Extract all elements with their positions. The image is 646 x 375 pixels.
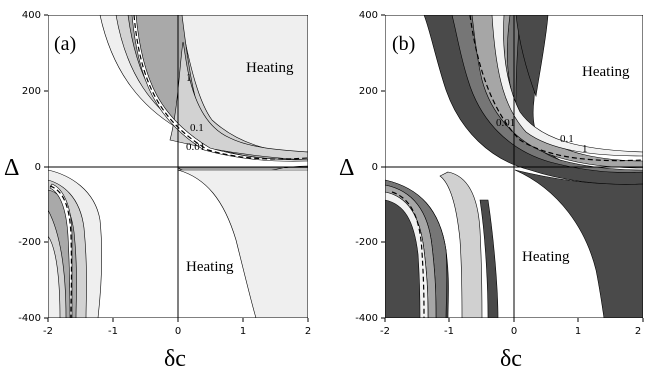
panel-a-x-ticks: -2 -1 0 1 2 [43,318,311,337]
panel-b-contour-label-1: 0.1 [560,133,574,145]
panel-b-ylabel: Δ [339,155,354,181]
panel-b-contour-label-0: 0.01 [496,117,515,129]
panel-b-region-label-bottom: Heating [522,249,570,265]
panel-b-upper-core [491,15,643,157]
panel-b-xtick-0: -2 [380,326,390,337]
panel-a-ytick-4: 400 [22,10,41,21]
panel-a-contour-label-1: 0.1 [190,122,204,134]
panel-a-xtick-3: 1 [240,326,246,337]
panel-a-region-label-top: Heating [246,60,294,76]
panel-b-lower-right-strip [479,199,499,318]
panel-a-xlabel: δc [164,346,186,372]
panel-b-xtick-3: 1 [575,326,581,337]
panel-b-lower-right-dark [514,169,643,318]
panel-a-region-label-bottom: Heating [186,259,234,275]
panel-a-ytick-3: 200 [22,86,41,97]
panel-a-ytick-2: 0 [35,162,41,173]
panel-a-lobe [169,41,308,161]
panel-b-xtick-1: -1 [444,326,454,337]
panel-a-contour-label-2: 0.01 [186,141,205,153]
panel-b-contour-label-2: 1 [582,143,588,155]
panel-b-lower-dashed [391,191,425,318]
panel-a-y-ticks: -400 -200 0 200 400 [18,10,48,324]
panel-a-xtick-4: 2 [305,326,311,337]
panel-b-ytick-4: 400 [359,10,378,21]
panel-a-xtick-2: 0 [175,326,181,337]
panel-b-region-label-top: Heating [582,64,630,80]
panel-a-lower-right-region [177,169,308,318]
panel-a-upper-dashed [133,15,308,160]
panel-b-xtick-4: 2 [635,326,641,337]
panel-a-xtick-0: -2 [43,326,53,337]
panel-b-ytick-2: 0 [372,162,378,173]
panel-b-y-ticks: -400 -200 0 200 400 [355,10,385,324]
panel-b-upper-dashed [469,15,643,162]
panel-a-xtick-1: -1 [108,326,118,337]
panel-a-label: (a) [54,33,76,55]
panel-b-xtick-2: 0 [511,326,517,337]
panel-a: -2 -1 0 1 2 -400 -200 0 200 400 Δ δc (a)… [4,10,311,372]
panel-b-ytick-1: -200 [355,237,378,248]
panel-a-lower-core [49,183,73,318]
panel-b-lower-lobe [439,171,483,318]
panel-b-xlabel: δc [500,346,522,372]
panel-b-ytick-3: 200 [359,86,378,97]
panel-a-ylabel: Δ [4,155,19,181]
panel-b-label: (b) [392,33,415,55]
panel-a-contour-label-0: 1 [186,72,192,84]
panel-b: -2 -1 0 1 2 -400 -200 0 200 400 Δ δc (b)… [339,10,644,372]
panel-b-upper-right-dark [515,15,549,98]
panel-a-ytick-1: -200 [18,237,41,248]
panel-b-x-ticks: -2 -1 0 1 2 [380,318,644,337]
panel-b-ytick-0: -400 [355,313,378,324]
panel-a-ytick-0: -400 [18,313,41,324]
panel-a-lower-dashed [49,185,73,318]
